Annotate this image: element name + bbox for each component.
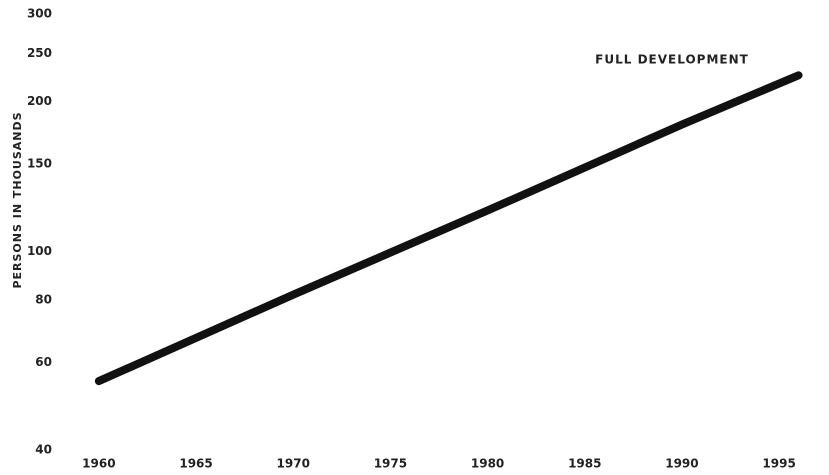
data-line [94,71,803,386]
x-tick-label: 1990 [665,457,698,471]
annotation: FULL DEVELOPMENT [595,53,749,67]
y-axis-label: PERSONS IN THOUSANDS [11,111,24,288]
y-tick-label: 40 [35,443,52,457]
x-tick-label: 1995 [762,457,795,471]
x-tick-label: 1965 [179,457,212,471]
y-tick-label: 150 [27,156,52,170]
y-tick-label: 100 [27,244,52,258]
x-tick-label: 1970 [277,457,310,471]
y-tick-label: 250 [27,46,52,60]
y-tick-label: 300 [27,7,52,21]
y-tick-label: 60 [35,355,52,369]
x-tick-label: 1985 [568,457,601,471]
x-tick-label: 1960 [82,457,115,471]
x-tick-label: 1980 [471,457,504,471]
y-tick-label: 200 [27,94,52,108]
y-tick-label: 80 [35,293,52,307]
x-tick-label: 1975 [374,457,407,471]
